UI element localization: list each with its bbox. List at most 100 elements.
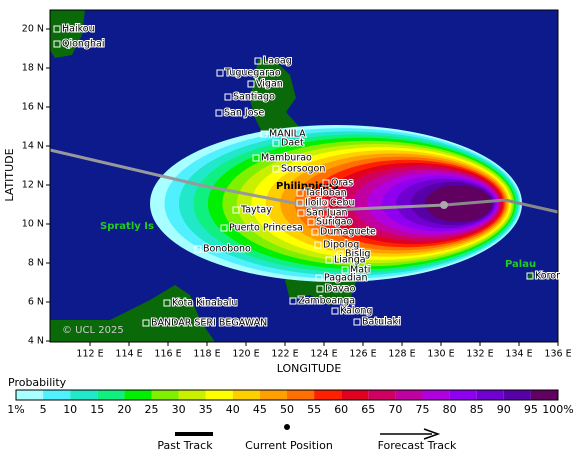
legend-swatch — [395, 390, 423, 400]
legend-swatch — [43, 390, 71, 400]
place-marker — [315, 274, 323, 282]
legend-label: 90 — [497, 403, 511, 416]
place-marker — [341, 266, 349, 274]
place-marker — [314, 241, 322, 249]
y-tick-label: 4 N — [28, 336, 44, 347]
place-label: San Jose — [224, 108, 264, 119]
current-position-key — [284, 424, 290, 430]
legend-label: 50 — [280, 403, 294, 416]
legend-label: 85 — [470, 403, 484, 416]
x-tick-label: 128 E — [388, 349, 415, 360]
place-marker — [272, 165, 280, 173]
place-label: Oras — [331, 178, 353, 189]
y-tick-label: 16 N — [22, 102, 44, 113]
place-marker — [53, 40, 61, 48]
place-marker — [254, 57, 262, 65]
place-marker — [296, 199, 304, 207]
place-label: BANDAR SERI BEGAWAN — [151, 318, 267, 329]
legend-swatch — [178, 390, 206, 400]
x-tick-label: 130 E — [427, 349, 454, 360]
place-label: Tacloban — [304, 188, 347, 199]
legend-title: Probability — [8, 376, 67, 389]
y-tick-label: 14 N — [22, 141, 44, 152]
place-marker — [331, 307, 339, 315]
current-position — [440, 201, 448, 209]
map-frame — [49, 9, 559, 343]
legend-label: 95 — [524, 403, 538, 416]
legend-label: 70 — [388, 403, 402, 416]
legend-label: 20 — [117, 403, 131, 416]
place-marker — [224, 93, 232, 101]
legend-label: 25 — [145, 403, 159, 416]
legend-swatch — [476, 390, 504, 400]
x-tick-label: 112 E — [76, 349, 103, 360]
y-tick-label: 6 N — [28, 297, 44, 308]
legend-swatch — [259, 390, 287, 400]
legend-swatch — [314, 390, 342, 400]
legend-label: 15 — [90, 403, 104, 416]
place-label: Kota Kinabalu — [172, 298, 237, 309]
legend-label: 55 — [307, 403, 321, 416]
x-tick-label: 114 E — [115, 349, 142, 360]
place-marker — [53, 25, 61, 33]
legend-label: 80 — [443, 403, 457, 416]
legend-swatch — [70, 390, 98, 400]
legend-swatch — [16, 390, 44, 400]
place-label: Taytay — [240, 205, 272, 216]
place-label: Vigan — [256, 79, 283, 90]
place-marker — [336, 250, 344, 258]
place-marker — [194, 245, 202, 253]
x-tick-label: 134 E — [505, 349, 532, 360]
place-marker — [526, 272, 534, 280]
legend-swatch — [449, 390, 477, 400]
place-label: Davao — [325, 284, 356, 295]
past-track — [49, 148, 446, 212]
probability-swath — [150, 125, 522, 282]
x-tick-label: 124 E — [310, 349, 337, 360]
place-marker — [272, 139, 280, 147]
legend-swatch — [530, 390, 558, 400]
place-marker — [321, 199, 329, 207]
y-tick-label: 20 N — [22, 24, 44, 35]
legend-label: 1% — [7, 403, 24, 416]
place-label: Sorsogon — [281, 164, 325, 175]
y-axis-label: LATITUDE — [3, 148, 16, 201]
place-marker — [325, 256, 333, 264]
legend-swatch — [124, 390, 152, 400]
place-label: Santiago — [233, 92, 275, 103]
place-label: San Juan — [306, 208, 348, 219]
y-tick-label: 18 N — [22, 63, 44, 74]
place-marker — [296, 189, 304, 197]
legend-label: 10 — [63, 403, 77, 416]
copyright: © UCL 2025 — [62, 325, 124, 336]
place-marker — [311, 228, 319, 236]
y-tick-label: 10 N — [22, 219, 44, 230]
x-tick-label: 116 E — [154, 349, 181, 360]
legend-label: 75 — [416, 403, 430, 416]
place-label: Dumaguete — [320, 227, 376, 238]
place-marker — [260, 130, 268, 138]
place-marker — [247, 80, 255, 88]
place-label: Laoag — [263, 56, 292, 67]
legend-label: 100% — [542, 403, 573, 416]
legend-swatch — [97, 390, 125, 400]
place-label: Koror — [535, 271, 560, 282]
place-marker — [297, 209, 305, 217]
y-tick-label: 12 N — [22, 180, 44, 191]
legend-label: 65 — [361, 403, 375, 416]
legend-label: 40 — [226, 403, 240, 416]
place-marker — [215, 109, 223, 117]
forecast-arrow — [423, 428, 441, 440]
x-tick-label: 120 E — [232, 349, 259, 360]
legend-label: 45 — [253, 403, 267, 416]
legend-label: 60 — [334, 403, 348, 416]
place-label: Zamboanga — [298, 296, 355, 307]
legend-label: 30 — [172, 403, 186, 416]
x-tick-label: 126 E — [349, 349, 376, 360]
legend-label: 35 — [199, 403, 213, 416]
place-label: Qionghai — [62, 39, 104, 50]
legend-frame — [15, 389, 559, 401]
place-label: Bonobono — [203, 244, 251, 255]
place-label: Kalong — [340, 306, 372, 317]
place-label: Mamburao — [261, 153, 312, 164]
